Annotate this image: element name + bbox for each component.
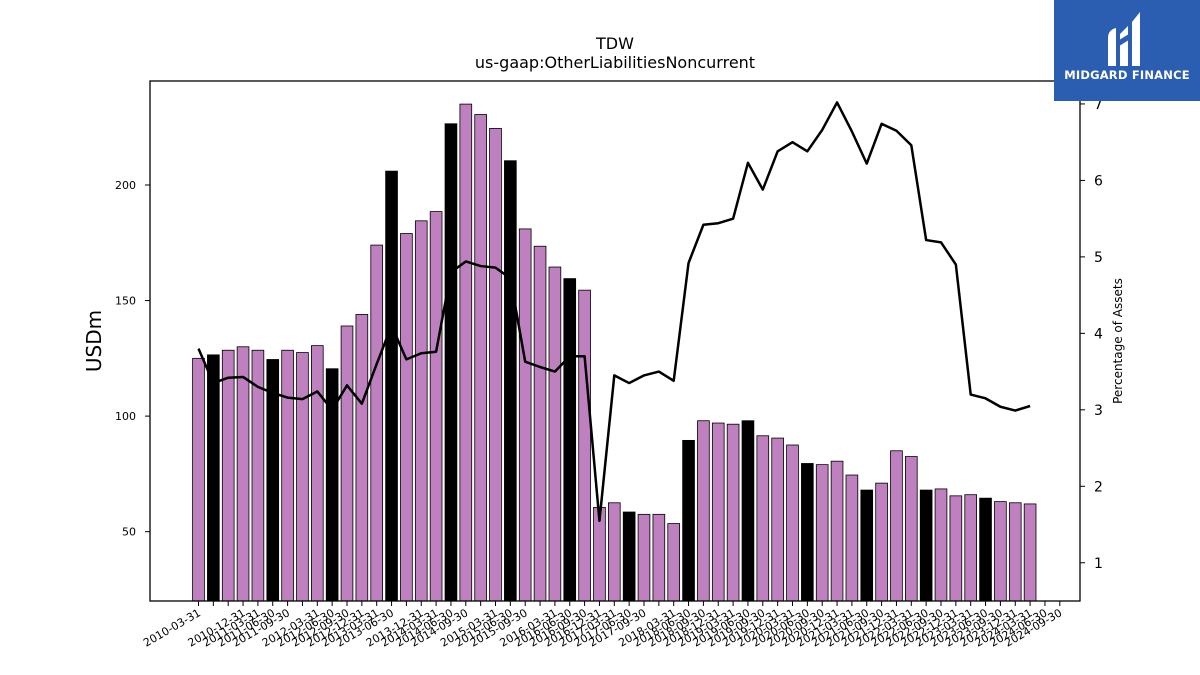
y-tick-label: 150 (115, 295, 136, 308)
bar (400, 233, 413, 602)
plot-frame (149, 80, 1081, 602)
bar (860, 489, 874, 602)
bar (281, 349, 294, 602)
bar (667, 523, 680, 602)
bar (756, 435, 770, 602)
bar-group (192, 103, 1037, 602)
bar (504, 160, 517, 602)
bar (801, 463, 814, 602)
chart-title: TDW (595, 34, 634, 53)
y2-tick-label: 1 (1094, 556, 1103, 572)
bar (875, 482, 888, 602)
bar (845, 474, 859, 602)
bar (949, 495, 963, 602)
bar (221, 349, 235, 602)
chart-subtitle: us-gaap:OtherLiabilitiesNoncurrent (475, 53, 755, 72)
bar (474, 114, 487, 602)
bar (964, 494, 977, 602)
y2-tick-label: 3 (1094, 403, 1103, 419)
series-line (197, 101, 1031, 522)
bar (236, 346, 250, 602)
bar (637, 513, 651, 602)
bar (533, 245, 547, 602)
midgard-logo-icon (1108, 12, 1140, 66)
y2-tick-label: 5 (1094, 250, 1103, 266)
bar (563, 278, 577, 602)
bar (815, 464, 829, 602)
bar (608, 502, 621, 602)
bar (1008, 502, 1022, 602)
bar (652, 513, 666, 602)
bar (355, 314, 369, 602)
bar (429, 211, 443, 602)
bar (310, 345, 324, 602)
bar (771, 437, 784, 602)
bar (994, 501, 1007, 602)
bar (741, 420, 755, 602)
y-axis-label: USDm (82, 310, 106, 372)
bar (622, 511, 636, 602)
line-group (197, 101, 1031, 522)
bar (385, 170, 398, 602)
bar (459, 103, 473, 602)
bar (905, 456, 918, 602)
y2-tick-label: 2 (1094, 479, 1103, 495)
bar (340, 325, 354, 602)
bar (697, 420, 710, 602)
y2-axis-label: Percentage of Assets (1111, 278, 1125, 404)
bar (726, 423, 740, 602)
y-tick-label: 100 (115, 410, 136, 423)
y2-tick-label: 6 (1094, 173, 1103, 189)
y2-tick-label: 7 (1094, 97, 1103, 113)
bar (682, 439, 695, 602)
bar (890, 450, 903, 602)
bar (489, 127, 502, 602)
y2-tick-label: 4 (1094, 326, 1103, 342)
bar (192, 357, 205, 602)
bar (207, 354, 220, 602)
bar (578, 289, 591, 602)
y-tick-label: 200 (115, 179, 136, 192)
bar (830, 460, 844, 602)
bar (711, 422, 725, 602)
bar (518, 228, 532, 602)
brand-logo: MIDGARD FINANCE (1054, 0, 1200, 101)
bar (979, 497, 992, 602)
bar (548, 266, 562, 602)
bar (266, 359, 280, 602)
axes: 5010015020012345672010-03-312010-12-3120… (115, 80, 1103, 650)
bar (414, 220, 428, 602)
bar (919, 489, 933, 602)
bar (444, 123, 458, 602)
bar (1023, 503, 1037, 602)
bar (786, 444, 799, 602)
bar (370, 244, 383, 602)
bar (296, 352, 309, 602)
brand-name: MIDGARD FINANCE (1064, 68, 1190, 82)
bar (934, 488, 948, 602)
y-tick-label: 50 (122, 526, 136, 539)
